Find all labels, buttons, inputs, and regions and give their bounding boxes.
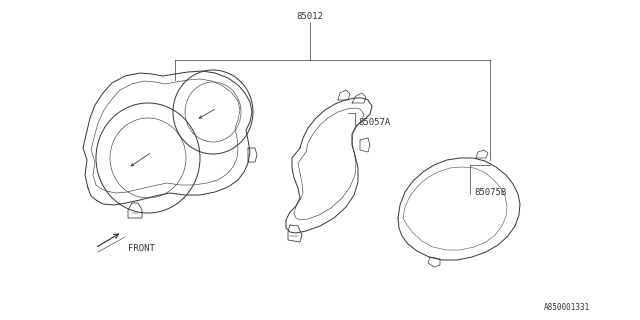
Text: 85057A: 85057A <box>358 117 390 126</box>
Text: FRONT: FRONT <box>128 244 155 252</box>
Text: 85075B: 85075B <box>474 188 506 196</box>
Text: A850001331: A850001331 <box>544 303 590 313</box>
Text: 85012: 85012 <box>296 12 323 20</box>
